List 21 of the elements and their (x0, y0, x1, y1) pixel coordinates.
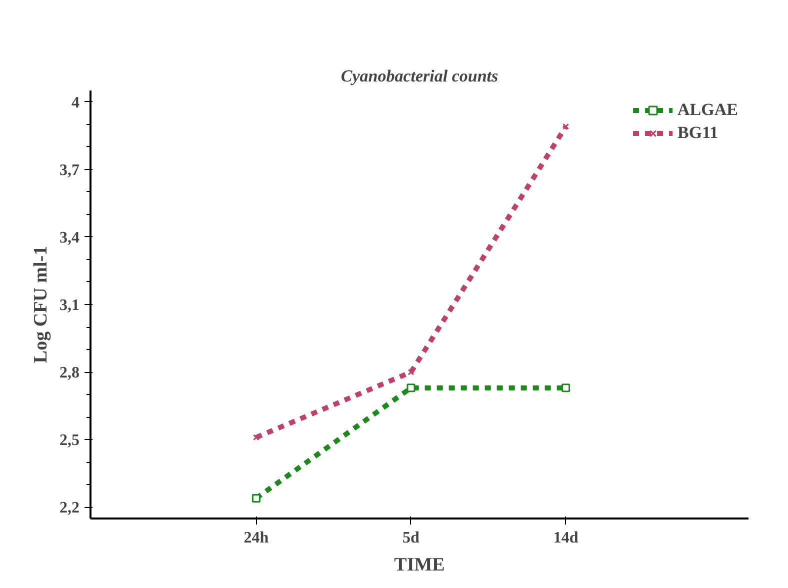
y-tick-label: 4 (72, 94, 80, 112)
y-tick-label: 3,7 (60, 162, 80, 179)
legend-label: ALGAE (678, 100, 738, 120)
x-axis-title: TIME (394, 554, 445, 576)
y-tick-label: 3,4 (60, 229, 80, 246)
point (562, 123, 570, 130)
point (252, 494, 260, 502)
x-tick-label: 24h (244, 530, 269, 546)
point (406, 384, 416, 392)
chart-title: Cyanobacterial counts (340, 66, 499, 86)
y-axis-title: Log CFU ml-1 (30, 246, 52, 364)
point (408, 368, 414, 376)
y-tick-label: 2,8 (60, 364, 80, 382)
point (562, 384, 570, 392)
x-tick-label: 14d (553, 530, 578, 546)
y-tick-label: 2,5 (60, 432, 80, 450)
legend-label: BG11 (678, 123, 718, 143)
y-tick-label: 3,1 (60, 297, 80, 314)
point (252, 434, 260, 441)
y-tick-label: 2,2 (60, 500, 80, 517)
x-tick-label: 5d (402, 530, 420, 546)
